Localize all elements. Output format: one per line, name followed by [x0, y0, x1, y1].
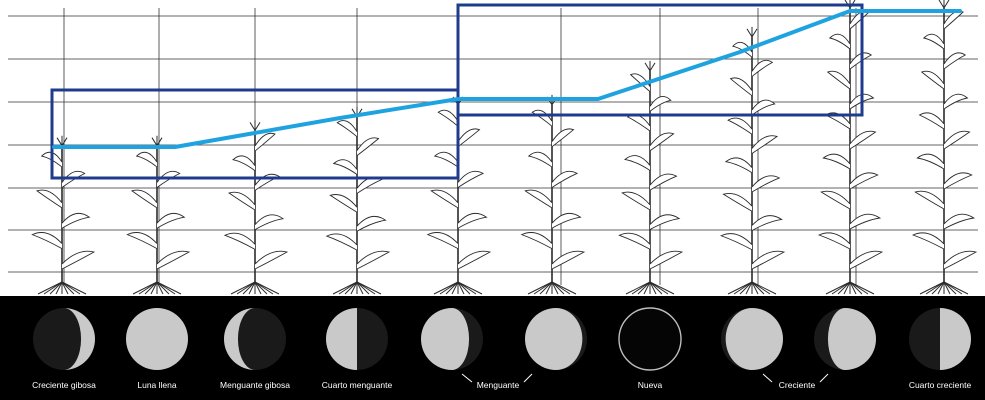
moon-phase-label: Cuarto creciente — [909, 380, 972, 390]
menguante-group-label: Menguante — [477, 380, 520, 390]
moon-phase-label: Nueva — [638, 380, 663, 390]
moon-waning-crescent — [421, 308, 483, 370]
moon-rim — [619, 308, 681, 370]
moon-waning-crescent-thin — [525, 308, 587, 370]
creciente-group-label: Creciente — [779, 380, 816, 390]
moon-phase-label: Creciente gibosa — [32, 380, 96, 390]
moon-phase-label: Luna llena — [137, 380, 177, 390]
moon-phase-label: Cuarto menguante — [322, 380, 393, 390]
moon-lit-area — [126, 308, 188, 370]
moon-waxing-crescent-thin — [721, 308, 783, 370]
moon-phase-label: Menguante gibosa — [220, 380, 290, 390]
moon-waxing-crescent — [814, 308, 876, 370]
